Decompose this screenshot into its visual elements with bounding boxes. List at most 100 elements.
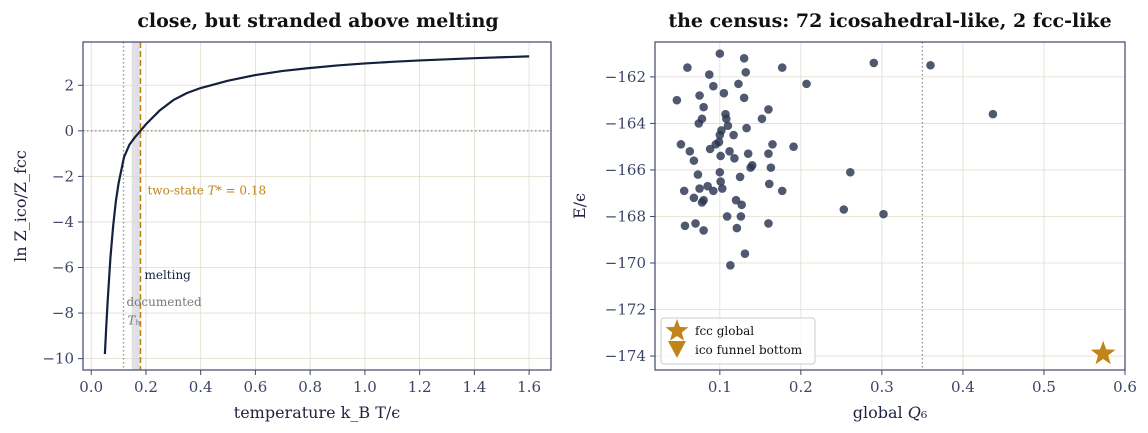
scatter-point: [709, 81, 718, 91]
left-x-tick-label: 1.4: [462, 378, 486, 396]
legend-box: [660, 317, 816, 365]
left-y-tick-label: −6: [52, 259, 74, 277]
ico-funnel-triangle-icon: [668, 341, 686, 358]
scatter-point: [717, 184, 727, 193]
right-x-tick-label: 0.5: [1032, 378, 1056, 396]
scatter-point: [709, 186, 718, 196]
right-x-tick-label: 0.1: [708, 378, 732, 396]
right-y-tick-label: −170: [605, 254, 646, 272]
scatter-point: [697, 198, 707, 207]
right-y-axis-label: E/ϵ: [570, 193, 589, 219]
scatter-point: [739, 93, 749, 103]
scatter-point: [777, 63, 787, 72]
left-y-tick-label: −4: [52, 213, 74, 231]
scatter-point: [676, 140, 686, 149]
scatter-point: [764, 179, 774, 189]
scatter-point: [731, 195, 741, 205]
scatter-point: [711, 140, 721, 149]
scatter-point: [683, 63, 692, 72]
ln-z-ratio-curve: [103, 55, 530, 355]
scatter-point: [766, 163, 776, 172]
scatter-point: [689, 193, 699, 203]
scatter-point: [742, 123, 751, 133]
scatter-point: [689, 156, 699, 165]
scatter-points: [672, 49, 998, 270]
scatter-point: [695, 91, 704, 100]
documented-th-annotation: 𝑇ₕ: [128, 313, 141, 327]
right-plot-frame: [654, 41, 1126, 371]
left-x-ticks: 0.0 0.2 0.4 0.6 0.8 1.0 1.2 1.4 1.6: [79, 370, 541, 396]
legend-label-fcc-global: fcc global: [695, 324, 754, 338]
scatter-point: [680, 221, 690, 231]
scatter-point: [802, 79, 811, 89]
scatter-point: [777, 186, 787, 196]
scatter-point: [739, 53, 749, 63]
scatter-point: [736, 212, 746, 221]
scatter-point: [703, 181, 712, 191]
scatter-point: [845, 167, 855, 177]
scatter-point: [839, 205, 849, 214]
scatter-point: [730, 154, 739, 163]
scatter-point: [679, 186, 689, 196]
scatter-point: [705, 144, 715, 154]
scatter-point: [735, 172, 745, 182]
right-y-tick-label: −172: [605, 301, 646, 319]
scatter-point: [726, 261, 735, 270]
right-y-tick-label: −174: [605, 347, 646, 365]
left-chart-title: close, but stranded above melting: [137, 10, 498, 32]
scatter-point: [716, 151, 725, 161]
left-x-tick-label: 0.6: [243, 378, 267, 396]
legend: fcc global ico funnel bottom: [660, 317, 816, 365]
scatter-point: [725, 147, 734, 156]
scatter-point: [879, 209, 888, 219]
fcc-global-star-marker: [1090, 340, 1116, 365]
documented-annotation: documented: [127, 295, 202, 309]
scatter-point: [693, 170, 703, 179]
left-x-tick-label: 0.4: [189, 378, 213, 396]
left-x-tick-label: 0.0: [79, 378, 103, 396]
scatter-point: [699, 226, 708, 235]
scatter-point: [988, 109, 998, 119]
right-x-tick-label: 0.6: [1113, 378, 1137, 396]
left-gridlines: [83, 42, 551, 370]
scatter-point: [672, 95, 682, 105]
scatter-point: [723, 121, 733, 131]
left-y-tick-label: −10: [42, 350, 74, 368]
scatter-point: [869, 58, 879, 68]
left-x-tick-label: 1.6: [517, 378, 541, 396]
scatter-point: [729, 130, 738, 140]
left-chart: close, but stranded above melting 0.0 0.2…: [11, 10, 552, 422]
right-x-ticks: 0.1 0.2 0.3 0.4 0.5 0.6: [708, 370, 1137, 396]
right-y-tick-label: −162: [605, 68, 646, 86]
left-y-ticks: 2 0 −2 −4 −6 −8 −10: [42, 76, 83, 368]
scatter-point: [734, 79, 743, 89]
right-x-axis-label: global 𝑄₆: [853, 403, 928, 422]
left-y-tick-label: −8: [52, 304, 74, 322]
two-state-annotation: two-state 𝑇* = 0.18: [147, 184, 266, 198]
right-y-tick-label: −168: [605, 207, 646, 225]
scatter-point: [732, 223, 742, 233]
right-chart-title: the census: 72 icosahedral-like, 2 fcc-l…: [668, 10, 1111, 32]
scatter-point: [722, 114, 731, 124]
right-x-tick-label: 0.3: [870, 378, 894, 396]
scatter-point: [715, 167, 725, 177]
legend-label-ico-funnel-bottom: ico funnel bottom: [695, 343, 803, 357]
right-gridlines: [655, 42, 1126, 370]
scatter-point: [691, 219, 700, 228]
left-plot-frame: [82, 41, 552, 371]
left-x-tick-label: 1.0: [353, 378, 377, 396]
scatter-point: [715, 49, 725, 58]
scatter-point: [704, 70, 714, 79]
fcc-global-star-icon: [665, 319, 689, 341]
left-x-axis-label: temperature k_B T/ϵ: [234, 403, 401, 422]
left-x-tick-label: 1.2: [408, 378, 432, 396]
right-x-tick-label: 0.2: [789, 378, 813, 396]
scatter-point: [743, 149, 753, 158]
right-y-tick-label: −164: [605, 114, 646, 132]
scatter-point: [694, 119, 704, 128]
scatter-point: [722, 212, 732, 221]
scatter-point: [695, 184, 704, 193]
left-y-tick-label: 0: [64, 122, 74, 140]
scatter-point: [926, 60, 935, 70]
